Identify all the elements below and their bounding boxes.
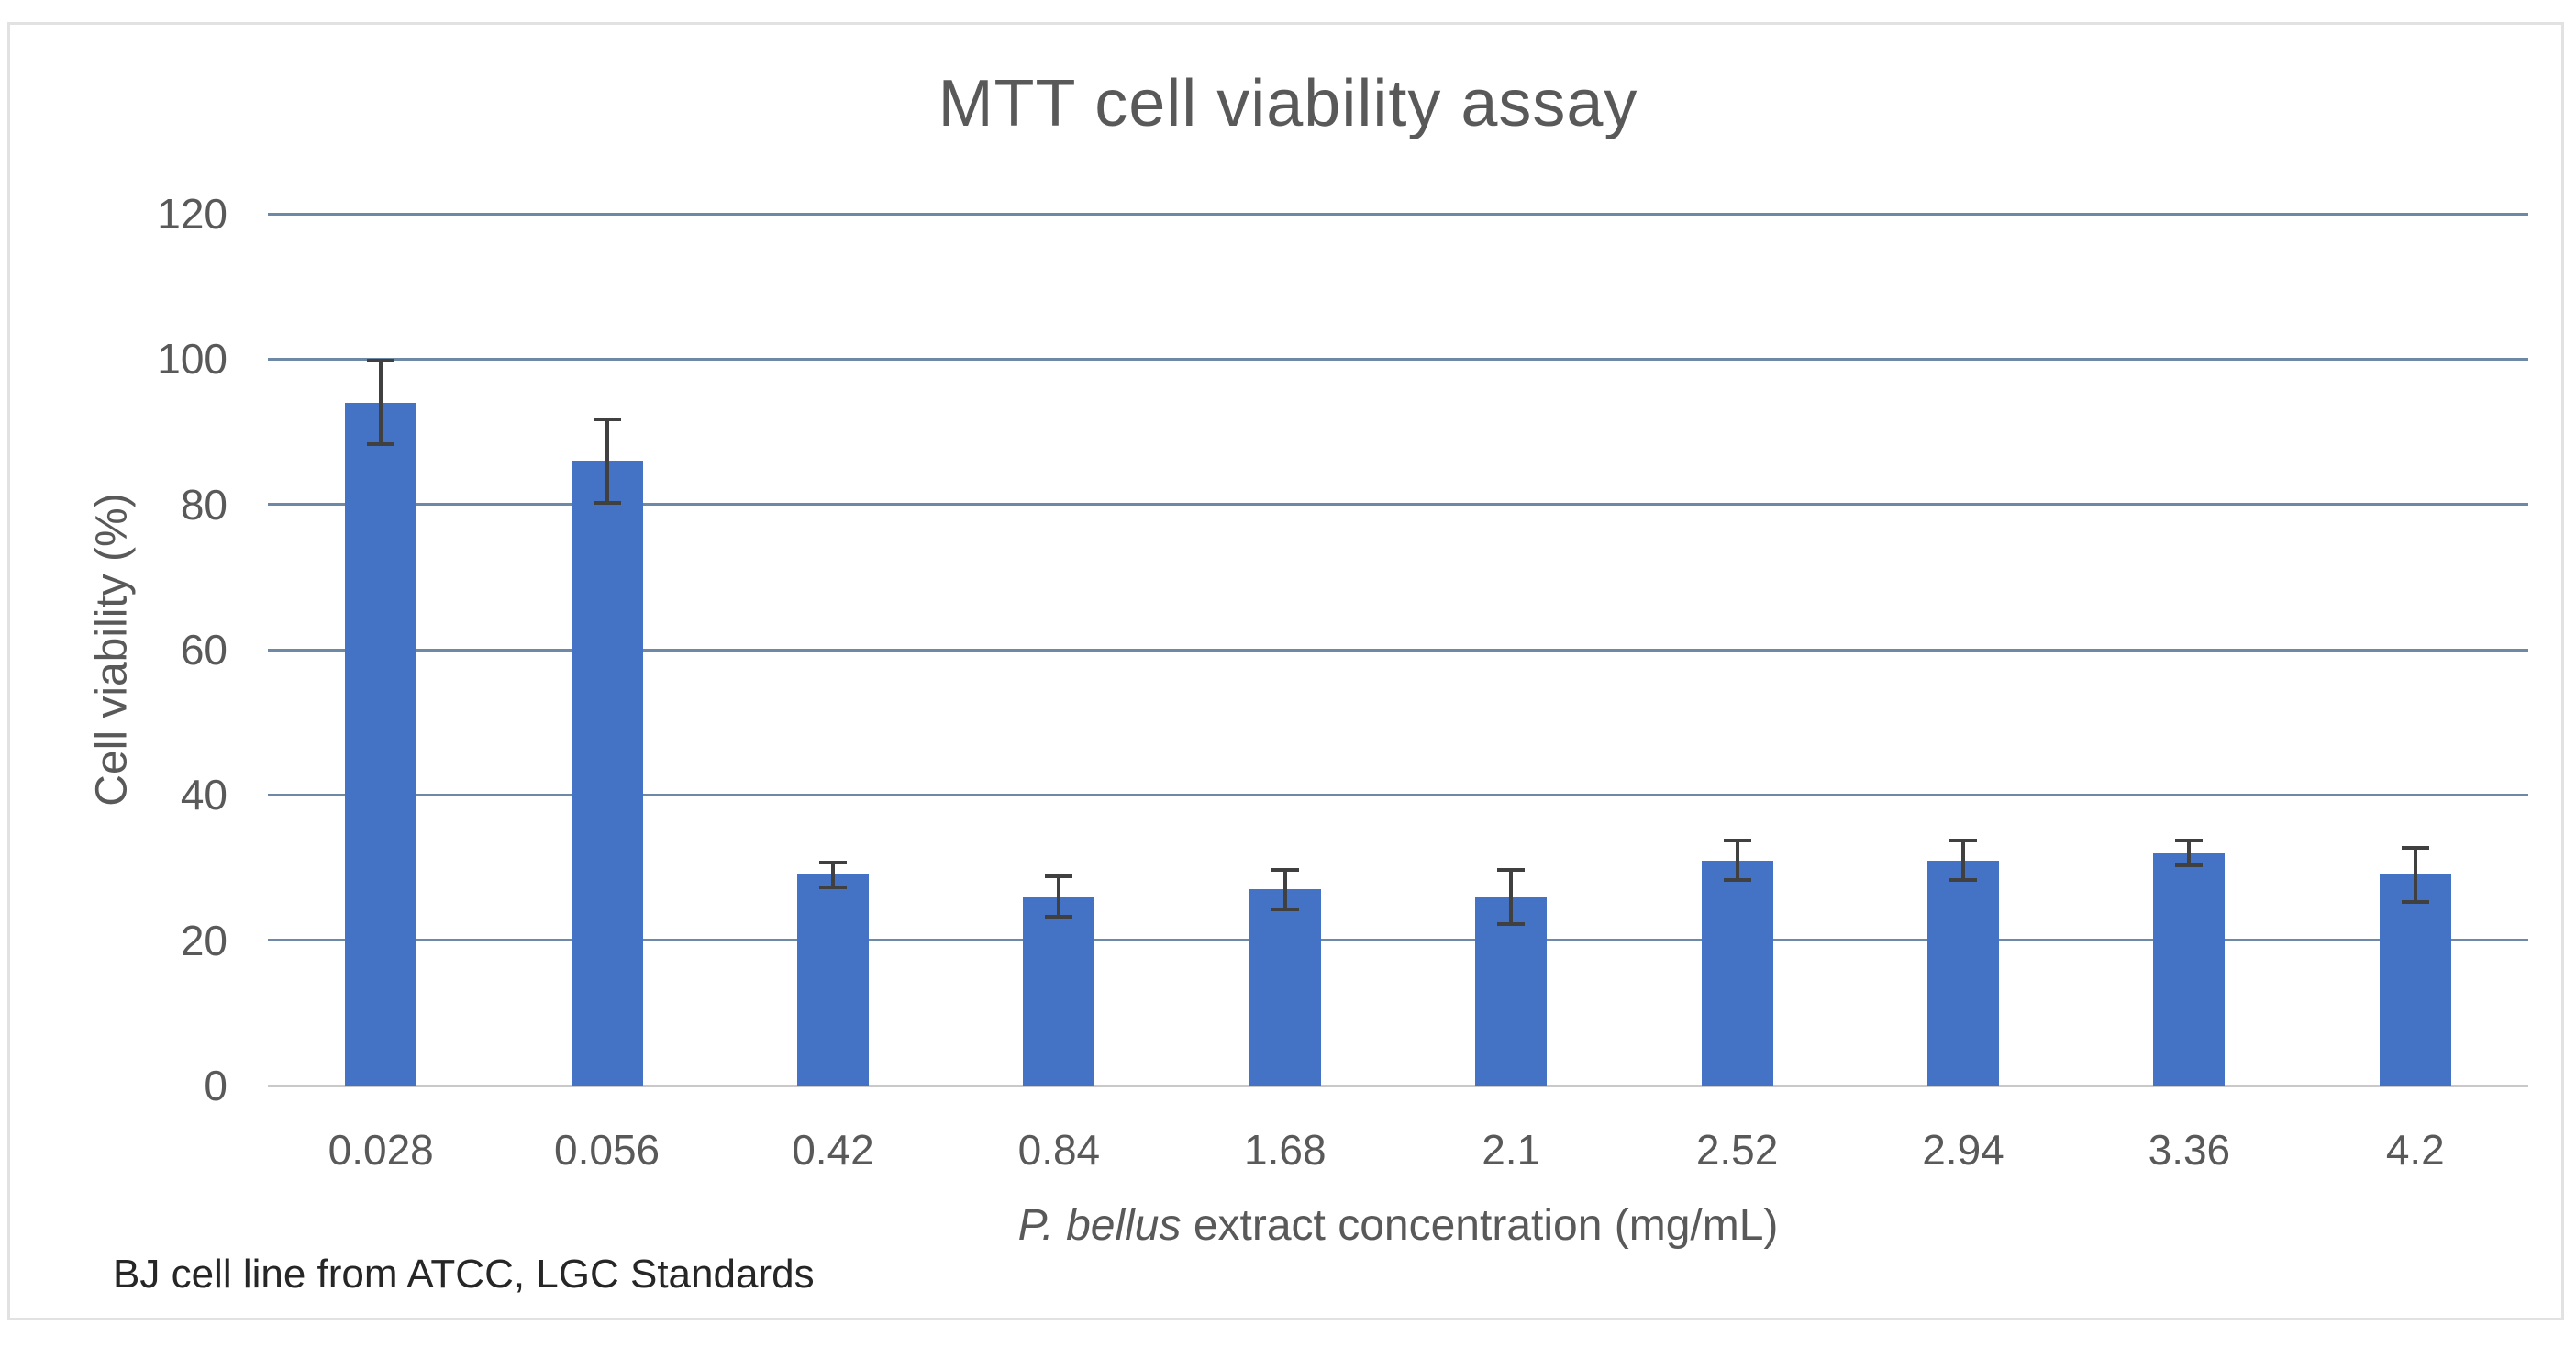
gridline-100 bbox=[268, 357, 2528, 361]
bar-3.36 bbox=[2153, 852, 2226, 1086]
error-bar-cap-bottom bbox=[1723, 878, 1751, 883]
error-bar-cap-bottom bbox=[367, 442, 395, 447]
error-bar-cap-top bbox=[1271, 867, 1299, 872]
x-axis-title: P. bellus extract concentration (mg/mL) bbox=[268, 1200, 2528, 1251]
error-bar-2.1 bbox=[1497, 867, 1526, 926]
bar-2.94 bbox=[1927, 860, 1999, 1086]
y-tick-label-40: 40 bbox=[180, 771, 228, 819]
error-bar-cap-bottom bbox=[1949, 878, 1977, 883]
error-bar-0.056 bbox=[593, 417, 621, 505]
error-bar-stem bbox=[2187, 838, 2192, 868]
error-bar-cap-top bbox=[593, 417, 621, 421]
x-tick-label-0.028: 0.028 bbox=[328, 1126, 434, 1174]
chart-outer-border bbox=[7, 22, 2564, 1320]
error-bar-2.94 bbox=[1949, 838, 1977, 883]
error-bar-cap-top bbox=[2175, 838, 2204, 842]
y-tick-label-120: 120 bbox=[157, 190, 228, 238]
error-bar-cap-top bbox=[1723, 838, 1751, 842]
y-tick-label-20: 20 bbox=[180, 916, 228, 964]
error-bar-stem bbox=[1735, 838, 1739, 883]
error-bar-cap-top bbox=[1045, 874, 1073, 879]
x-axis-title-species: P. bellus bbox=[1017, 1201, 1182, 1250]
error-bar-cap-bottom bbox=[2175, 863, 2204, 868]
error-bar-4.2 bbox=[2401, 845, 2429, 905]
x-tick-label-4.2: 4.2 bbox=[2385, 1126, 2445, 1174]
error-bar-cap-top bbox=[367, 359, 395, 363]
x-axis-title-rest: extract concentration (mg/mL) bbox=[1181, 1201, 1779, 1250]
error-bar-2.52 bbox=[1723, 838, 1751, 883]
gridline-20 bbox=[268, 939, 2528, 942]
error-bar-cap-top bbox=[819, 860, 847, 864]
x-axis-line bbox=[268, 1084, 2528, 1087]
footnote-cell-line-source: BJ cell line from ATCC, LGC Standards bbox=[113, 1252, 815, 1297]
bar-2.52 bbox=[1701, 860, 1773, 1086]
error-bar-cap-bottom bbox=[1497, 921, 1526, 926]
error-bar-1.68 bbox=[1271, 867, 1299, 911]
x-tick-label-0.056: 0.056 bbox=[554, 1126, 661, 1174]
bar-0.84 bbox=[1023, 897, 1095, 1086]
y-tick-label-60: 60 bbox=[180, 626, 228, 674]
error-bar-stem bbox=[831, 860, 835, 890]
bar-4.2 bbox=[2379, 874, 2451, 1086]
error-bar-cap-bottom bbox=[819, 886, 847, 890]
gridline-40 bbox=[268, 793, 2528, 796]
bar-0.42 bbox=[797, 874, 869, 1086]
error-bar-0.42 bbox=[819, 860, 847, 890]
error-bar-cap-bottom bbox=[1271, 908, 1299, 911]
error-bar-stem bbox=[1057, 874, 1061, 919]
gridline-60 bbox=[268, 648, 2528, 652]
error-bar-stem bbox=[605, 417, 609, 505]
error-bar-cap-bottom bbox=[2401, 900, 2429, 905]
error-bar-stem bbox=[379, 359, 383, 447]
x-tick-label-3.36: 3.36 bbox=[2148, 1126, 2231, 1174]
error-bar-cap-bottom bbox=[1045, 914, 1073, 919]
x-tick-label-0.84: 0.84 bbox=[1017, 1126, 1101, 1174]
bar-2.1 bbox=[1475, 897, 1548, 1086]
chart-title: MTT cell viability assay bbox=[938, 67, 1638, 140]
gridline-120 bbox=[268, 212, 2528, 216]
gridline-80 bbox=[268, 503, 2528, 507]
error-bar-stem bbox=[1509, 867, 1514, 926]
x-tick-label-1.68: 1.68 bbox=[1244, 1126, 1327, 1174]
bar-0.056 bbox=[571, 461, 643, 1086]
error-bar-cap-top bbox=[1497, 867, 1526, 872]
bar-1.68 bbox=[1249, 889, 1321, 1086]
error-bar-3.36 bbox=[2175, 838, 2204, 868]
y-tick-label-80: 80 bbox=[180, 480, 228, 529]
error-bar-0.84 bbox=[1045, 874, 1073, 919]
error-bar-stem bbox=[1282, 867, 1287, 911]
error-bar-cap-top bbox=[1949, 838, 1977, 842]
y-tick-label-0: 0 bbox=[204, 1062, 228, 1109]
error-bar-cap-top bbox=[2401, 845, 2429, 850]
x-tick-label-2.94: 2.94 bbox=[1922, 1126, 2004, 1174]
x-tick-label-2.52: 2.52 bbox=[1695, 1126, 1779, 1174]
error-bar-cap-bottom bbox=[593, 500, 621, 505]
error-bar-stem bbox=[2413, 845, 2417, 905]
x-tick-label-2.1: 2.1 bbox=[1482, 1126, 1541, 1174]
y-tick-label-100: 100 bbox=[157, 335, 228, 384]
x-tick-label-0.42: 0.42 bbox=[792, 1126, 874, 1174]
bar-0.028 bbox=[345, 402, 417, 1086]
error-bar-0.028 bbox=[367, 359, 395, 447]
error-bar-stem bbox=[1961, 838, 1965, 883]
